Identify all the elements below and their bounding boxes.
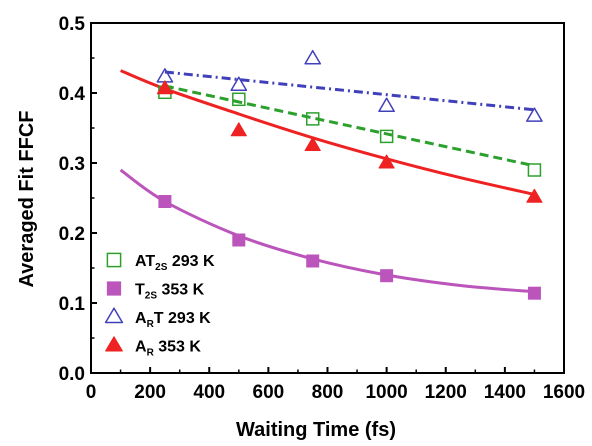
y-tick-label: 0.4 — [59, 84, 86, 105]
data-point-1 — [158, 195, 172, 208]
x-tick-label: 600 — [253, 382, 285, 403]
data-point-1 — [380, 269, 394, 283]
x-tick-label: 1600 — [543, 382, 585, 403]
data-point-1 — [232, 233, 246, 247]
legend-symbol-3 — [105, 336, 123, 352]
legend-symbol-0 — [106, 252, 122, 268]
x-tick-label: 200 — [134, 382, 166, 403]
x-tick-label: 0 — [86, 382, 97, 403]
x-axis-label: Waiting Time (fs) — [236, 419, 396, 441]
y-tick-label: 0.0 — [59, 364, 85, 385]
legend-label-1: T2S 353 K — [135, 282, 205, 302]
data-point-3 — [526, 188, 543, 203]
data-point-2 — [304, 49, 322, 65]
data-point-0 — [379, 129, 394, 144]
data-point-3 — [378, 154, 395, 169]
axis-ticks: 0 200 400 600 800 1000 1200 1400 1600 0.0 0.1 0.2 0.… — [59, 14, 586, 403]
y-axis-label: Averaged Fit FFCF — [16, 110, 38, 287]
legend-symbol-1 — [106, 281, 122, 296]
x-tick-label: 800 — [312, 382, 344, 403]
data-point-0 — [232, 92, 246, 107]
data-point-2 — [378, 97, 395, 113]
legend-symbol-2 — [104, 307, 124, 324]
data-point-2 — [230, 76, 248, 92]
data-point-0 — [305, 112, 320, 126]
legend-label-2: ART 293 K — [135, 310, 211, 330]
data-point-1 — [306, 254, 320, 268]
fit-curve-1 — [119, 168, 535, 294]
data-point-3 — [230, 122, 247, 137]
legend-label-3: AR 353 K — [135, 339, 201, 359]
data-point-0 — [527, 163, 542, 177]
data-point-1 — [527, 286, 541, 300]
x-tick-label: 1400 — [484, 382, 526, 403]
legend: AT2S 293 K T2S 353 K ART 293 K AR 353 K — [104, 252, 215, 359]
y-tick-label: 0.1 — [59, 294, 86, 315]
data-point-3 — [156, 80, 173, 95]
data-point-2 — [526, 107, 543, 122]
data-point-2 — [156, 68, 174, 83]
x-tick-label: 1000 — [365, 382, 407, 403]
y-tick-label: 0.2 — [59, 224, 85, 245]
y-tick-label: 0.3 — [59, 154, 85, 175]
x-tick-label: 1200 — [425, 382, 467, 403]
y-tick-label: 0.5 — [59, 14, 86, 35]
data-point-3 — [304, 137, 321, 151]
data-markers — [156, 49, 543, 300]
fit-curve-0 — [164, 84, 535, 168]
x-tick-label: 400 — [193, 382, 225, 403]
fit-curve-2 — [164, 70, 535, 112]
legend-label-0: AT2S 293 K — [135, 253, 215, 273]
